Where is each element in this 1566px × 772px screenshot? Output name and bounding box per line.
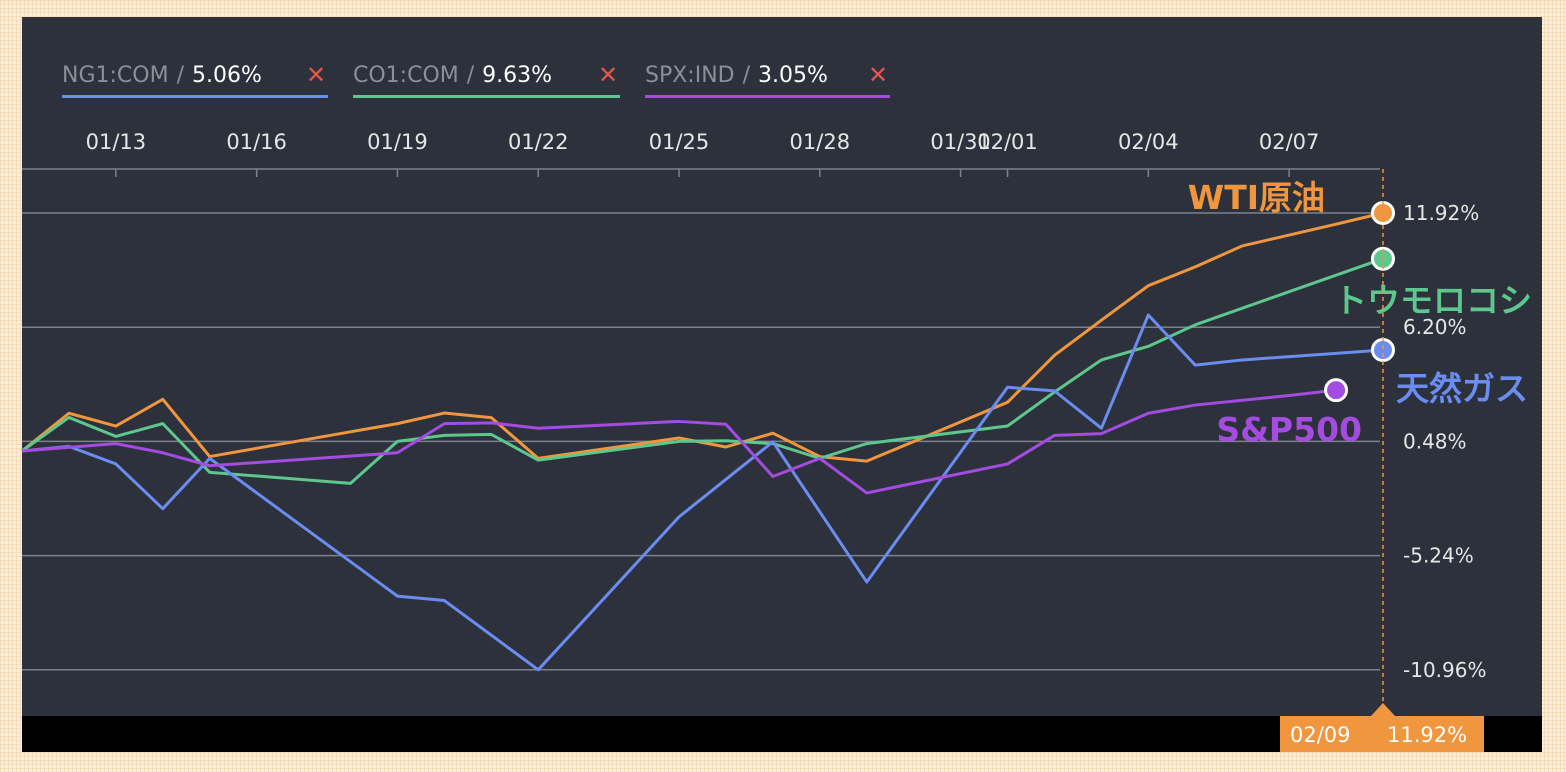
y-tick-label: 0.48%: [1403, 429, 1467, 453]
legend-separator: /: [467, 63, 475, 88]
y-tick-label: 11.92%: [1403, 201, 1479, 225]
legend-label: CO1:COM / 9.63%: [353, 63, 552, 88]
series-label: S&P500: [1216, 410, 1362, 449]
legend-label: SPX:IND / 3.05%: [645, 63, 828, 88]
legend-separator: /: [177, 63, 185, 88]
x-tick-label: 01/16: [226, 130, 287, 154]
chart-panel: [22, 17, 1542, 716]
series-line: [21, 211, 1384, 463]
legend-underline: [62, 95, 328, 98]
legend-underline: [353, 95, 620, 98]
gridlines: [22, 168, 1380, 671]
legend-ticker: SPX:IND: [645, 63, 735, 88]
legend-item[interactable]: SPX:IND / 3.05% ✕: [645, 61, 890, 98]
readout-pointer: [1370, 703, 1395, 716]
remove-series-button[interactable]: ✕: [306, 61, 326, 89]
series-end-point[interactable]: [1370, 337, 1395, 362]
x-tick-label: 01/28: [790, 130, 851, 154]
x-tick-label: 02/04: [1118, 130, 1179, 154]
readout-badge: 02/09 11.92%: [1280, 703, 1484, 752]
legend-value: 5.06%: [192, 63, 262, 88]
series-line: [21, 257, 1384, 485]
series-label: WTI原油: [1188, 178, 1325, 217]
series-end-point[interactable]: [1324, 378, 1349, 403]
x-axis: 01/13 01/16 01/19 01/22 01/25 01/28 01/3102/01…: [86, 130, 1320, 177]
readout-background: [1280, 716, 1484, 752]
legend-underline: [645, 95, 890, 98]
x-tick-label: 02/01: [977, 130, 1038, 154]
legend-item[interactable]: NG1:COM / 5.06% ✕: [62, 61, 328, 98]
series-label: 天然ガス: [1396, 369, 1528, 408]
x-tick-label: 02/07: [1259, 130, 1320, 154]
y-axis: 11.92% 6.20% 0.48% -5.24% -10.96%: [1403, 201, 1486, 682]
y-tick-label: -10.96%: [1403, 658, 1486, 682]
series-line: [21, 313, 1384, 672]
series-label: トウモロコシ: [1334, 281, 1532, 320]
legend-value: 3.05%: [758, 63, 828, 88]
legend-separator: /: [743, 63, 751, 88]
y-tick-label: 6.20%: [1403, 315, 1467, 339]
x-tick-label: 01/13: [86, 130, 147, 154]
x-tick-label: 01/19: [367, 130, 428, 154]
legend-ticker: NG1:COM: [62, 63, 169, 88]
legend: NG1:COM / 5.06% ✕ CO1:COM / 9.63% ✕ SPX:IND / 3.05…: [62, 61, 890, 98]
x-tick-label: 01/31: [930, 130, 991, 154]
legend-value: 9.63%: [482, 63, 552, 88]
legend-item[interactable]: CO1:COM / 9.63% ✕: [353, 61, 620, 98]
series-line: [21, 388, 1337, 495]
readout-date: 02/09: [1290, 723, 1351, 747]
readout-value: 11.92%: [1387, 723, 1467, 747]
x-tick-label: 01/25: [649, 130, 710, 154]
y-tick-label: -5.24%: [1403, 544, 1474, 568]
series-lines: [21, 211, 1384, 672]
x-tick-label: 01/22: [508, 130, 569, 154]
legend-label: NG1:COM / 5.06%: [62, 63, 262, 88]
remove-series-button[interactable]: ✕: [598, 61, 618, 89]
remove-series-button[interactable]: ✕: [868, 61, 888, 89]
legend-ticker: CO1:COM: [353, 63, 459, 88]
